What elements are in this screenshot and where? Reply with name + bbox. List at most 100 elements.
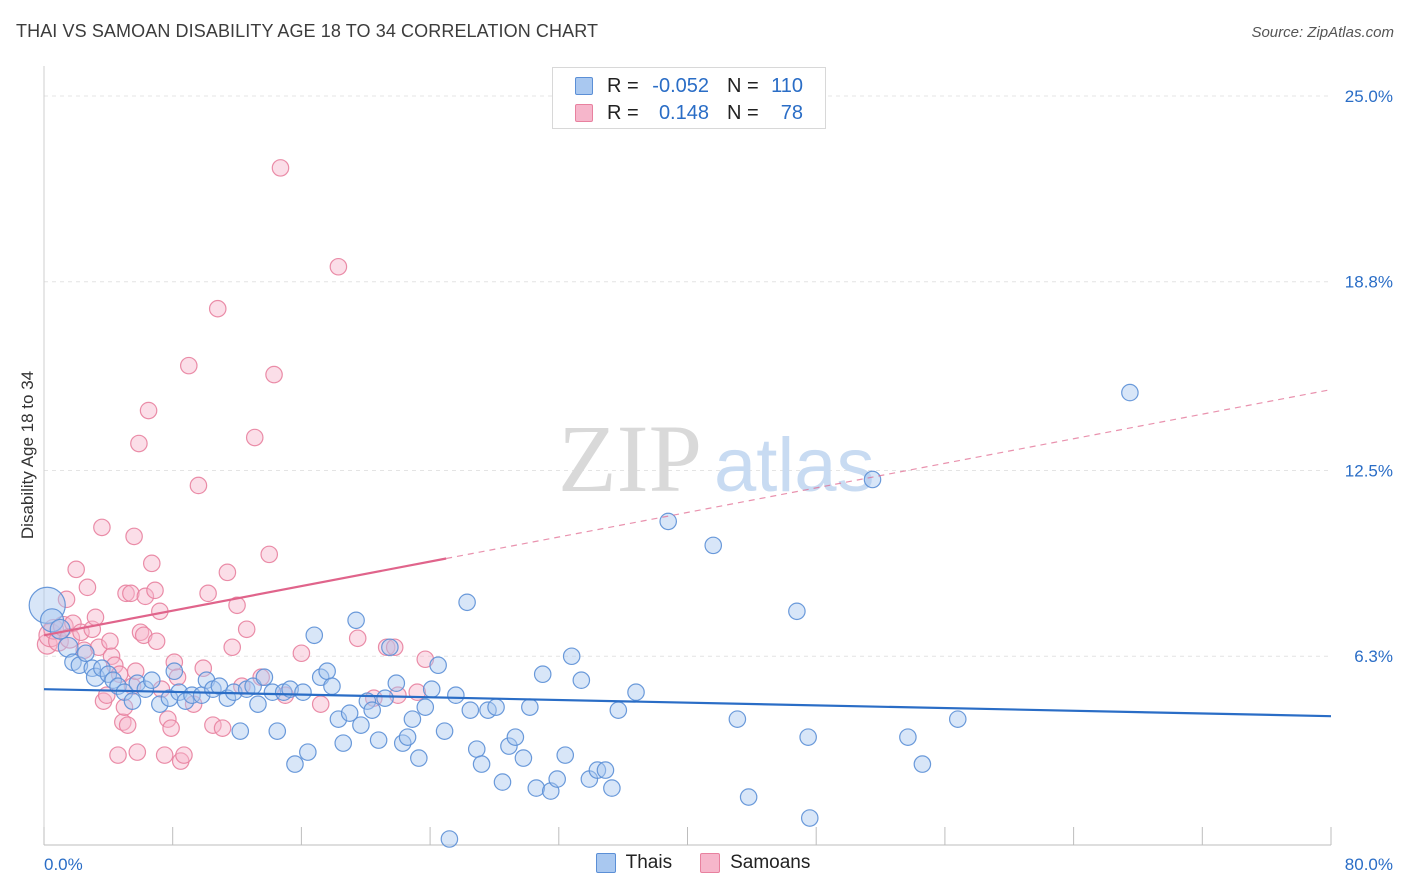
legend-n-label: N =	[727, 101, 759, 124]
samoan-point-35	[136, 587, 155, 606]
thai-point-88	[603, 779, 621, 797]
thai-point-78	[527, 779, 546, 797]
samoan-point-11	[78, 578, 97, 597]
grid-layer	[44, 95, 1331, 657]
samoan-point-19	[102, 647, 121, 666]
thai-point-81	[548, 770, 566, 788]
thai-point-69	[467, 740, 486, 758]
legend-r-label: R =	[607, 74, 639, 97]
thai-point-40	[294, 683, 312, 701]
thai-point-60	[410, 749, 428, 767]
samoan-point-44	[162, 719, 180, 737]
legend-n-value: 110	[771, 74, 803, 97]
thai-point-50	[352, 716, 370, 734]
x-tick-label-1: 80.0%	[1345, 855, 1393, 874]
series-legend: Thais Samoans	[0, 852, 1406, 874]
axis-layer	[43, 66, 1332, 846]
thai-point-65	[440, 830, 459, 848]
samoan-point-45	[165, 653, 184, 672]
thai-point-92	[704, 536, 723, 555]
samoan-point-15	[93, 518, 111, 537]
legend-n-value: 78	[780, 101, 803, 124]
thai-point-14	[123, 692, 142, 710]
thai-point-46	[329, 710, 348, 728]
samoan-point-31	[128, 743, 147, 761]
thai-point-73	[493, 773, 512, 791]
samoan-point-53	[199, 584, 217, 603]
y-tick-label-3: 25.0%	[1345, 87, 1393, 106]
thai-point-64	[435, 722, 454, 740]
samoans-swatch	[575, 104, 593, 122]
samoan-point-27	[122, 584, 140, 603]
samoan-point-56	[213, 719, 232, 737]
thai-point-76	[514, 749, 533, 767]
samoan-point-65	[265, 365, 283, 384]
samoan-point-59	[228, 596, 246, 615]
samoan-point-21	[109, 746, 127, 764]
thai-point-47	[334, 734, 353, 752]
thai-point-99	[899, 728, 917, 746]
samoan-point-8	[67, 560, 85, 579]
thai-point-90	[627, 683, 645, 701]
samoan-point-48	[175, 746, 193, 764]
samoan-point-26	[118, 716, 137, 734]
thai-point-66	[447, 686, 465, 704]
samoan-point-39	[147, 632, 166, 651]
thais-points	[28, 383, 1139, 848]
samoan-point-61	[237, 620, 256, 639]
thai-point-34	[255, 668, 274, 687]
samoan-point-32	[130, 434, 148, 453]
samoan-point-69	[311, 695, 330, 713]
samoans-points	[36, 159, 435, 770]
thai-point-25	[197, 671, 216, 690]
thai-point-16	[136, 680, 155, 698]
thai-point-74	[500, 737, 518, 755]
watermark: ZIP atlas	[558, 405, 875, 512]
thai-point-59	[403, 710, 422, 728]
samoan-point-14	[89, 638, 108, 657]
thais-trend-line	[43, 688, 1332, 718]
thai-point-70	[472, 755, 491, 773]
samoan-point-38	[146, 581, 164, 600]
legend-row-samoans: R = 0.148 N = 78	[575, 100, 803, 126]
samoan-point-77	[416, 650, 435, 669]
samoan-point-20	[105, 656, 124, 675]
watermark-atlas: atlas	[714, 423, 875, 508]
samoan-point-18	[101, 632, 119, 651]
samoan-point-71	[348, 629, 367, 648]
samoan-point-37	[142, 554, 161, 573]
thais-legend-label: Thais	[625, 852, 673, 873]
thai-point-20	[165, 662, 184, 681]
samoan-point-23	[114, 713, 132, 731]
thai-point-33	[249, 695, 267, 713]
samoan-point-70	[329, 257, 348, 276]
thai-point-36	[268, 722, 287, 740]
thai-point-98	[863, 470, 882, 489]
legend-n-label: N =	[727, 74, 759, 97]
y-tick-label-1: 12.5%	[1345, 461, 1393, 480]
thai-point-72	[487, 698, 505, 716]
thai-point-68	[461, 701, 480, 719]
trend-lines	[43, 388, 1332, 718]
thai-point-97	[800, 809, 819, 827]
thai-point-61	[416, 698, 435, 716]
thai-point-62	[422, 680, 441, 698]
thai-point-75	[506, 728, 525, 746]
samoan-point-57	[218, 563, 237, 582]
thai-point-101	[948, 710, 967, 728]
samoans-trend-line-extension	[446, 388, 1332, 560]
thai-point-79	[533, 665, 552, 684]
stats-legend: R = -0.052 N = 110 R = 0.148 N = 78	[552, 67, 826, 129]
samoan-point-74	[385, 638, 404, 657]
thai-point-45	[323, 677, 341, 696]
thai-point-100	[913, 755, 932, 773]
thai-point-91	[659, 512, 677, 531]
tick-labels: 6.3% 12.5% 18.8% 25.0% 0.0% 80.0%	[44, 87, 1393, 874]
thais-legend-swatch	[595, 853, 616, 873]
samoan-point-13	[86, 608, 105, 627]
samoan-point-34	[134, 626, 153, 645]
thai-point-44	[318, 662, 336, 681]
legend-row-thais: R = -0.052 N = 110	[575, 73, 803, 99]
thai-point-94	[739, 788, 758, 806]
thai-point-42	[305, 626, 324, 645]
